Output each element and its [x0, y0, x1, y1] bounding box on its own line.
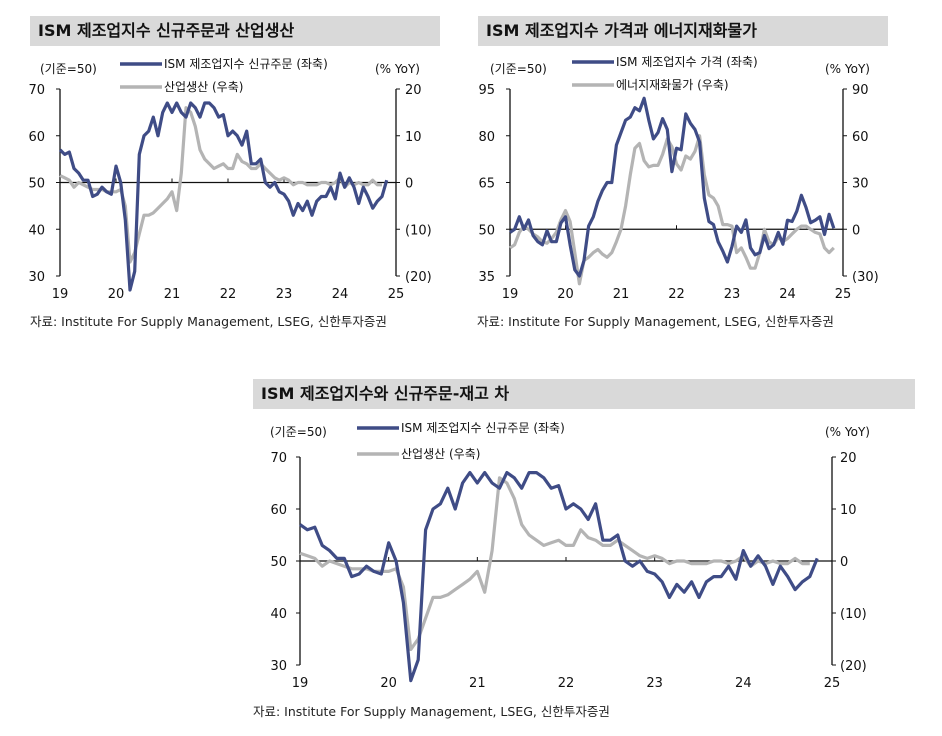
x-tick-label: 22	[220, 287, 237, 302]
left-tick-label: 40	[270, 607, 287, 622]
chart-2-title: ISM 제조업지수 가격과 에너지재화물가	[478, 16, 888, 46]
legend-label: 산업생산 (우축)	[401, 447, 480, 461]
chart-3-title: ISM 제조업지수와 신규주문-재고 차	[253, 379, 915, 409]
x-tick-label: 23	[724, 287, 741, 302]
chart-3-source: 자료: Institute For Supply Management, LSE…	[253, 704, 610, 719]
x-tick-label: 24	[332, 287, 349, 302]
left-tick-label: 70	[270, 451, 287, 466]
right-tick-label: 90	[852, 83, 869, 98]
x-tick-label: 20	[108, 287, 125, 302]
x-tick-label: 24	[779, 287, 796, 302]
x-tick-label: 21	[164, 287, 181, 302]
x-tick-label: 19	[52, 287, 69, 302]
legend-label: ISM 제조업지수 신규주문 (좌축)	[164, 57, 328, 71]
x-tick-label: 20	[380, 676, 397, 691]
x-tick-label: 23	[276, 287, 293, 302]
left-tick-label: 35	[478, 270, 495, 285]
left-tick-label: 50	[28, 177, 45, 192]
chart-1-title: ISM 제조업지수 신규주문과 산업생산	[30, 16, 440, 46]
x-tick-label: 19	[292, 676, 309, 691]
x-tick-label: 19	[502, 287, 519, 302]
left-unit-label: (기준=50)	[490, 62, 547, 76]
right-tick-label: (10)	[840, 607, 867, 622]
chart-2-source: 자료: Institute For Supply Management, LSE…	[477, 314, 834, 329]
right-tick-label: 0	[852, 223, 860, 238]
left-tick-label: 50	[478, 223, 495, 238]
left-tick-label: 65	[478, 177, 495, 192]
right-tick-label: 0	[840, 555, 848, 570]
series-line-primary	[58, 101, 389, 292]
legend-label: 에너지재화물가 (우축)	[616, 78, 729, 92]
left-tick-label: 40	[28, 223, 45, 238]
series-line-primary	[509, 96, 836, 278]
right-tick-label: 60	[852, 130, 869, 145]
series-line-secondary	[299, 476, 810, 652]
right-unit-label: (% YoY)	[825, 425, 870, 439]
right-tick-label: 20	[840, 451, 857, 466]
chart-1-source: 자료: Institute For Supply Management, LSE…	[30, 314, 387, 329]
legend-label: 산업생산 (우축)	[164, 80, 243, 94]
left-unit-label: (기준=50)	[40, 62, 97, 76]
x-tick-label: 22	[558, 676, 575, 691]
x-tick-label: 21	[469, 676, 486, 691]
x-tick-label: 23	[646, 676, 663, 691]
legend-label: ISM 제조업지수 가격 (좌축)	[616, 55, 758, 69]
left-tick-label: 30	[28, 270, 45, 285]
legend-label: ISM 제조업지수 신규주문 (좌축)	[401, 421, 565, 435]
left-tick-label: 50	[270, 555, 287, 570]
x-tick-label: 20	[557, 287, 574, 302]
right-tick-label: 10	[840, 503, 857, 518]
right-tick-label: (10)	[405, 223, 432, 238]
right-tick-label: 30	[852, 177, 869, 192]
left-tick-label: 30	[270, 659, 287, 674]
x-tick-label: 21	[613, 287, 630, 302]
right-unit-label: (% YoY)	[825, 62, 870, 76]
right-tick-label: 10	[405, 130, 422, 145]
right-tick-label: (30)	[852, 270, 879, 285]
left-tick-label: 95	[478, 83, 495, 98]
left-tick-label: 70	[28, 83, 45, 98]
series-line-secondary	[59, 106, 382, 264]
right-tick-label: (20)	[840, 659, 867, 674]
x-tick-label: 25	[835, 287, 852, 302]
right-tick-label: 0	[405, 177, 413, 192]
right-tick-label: (20)	[405, 270, 432, 285]
chart-1: 70 60 50 40 30 20 10 0 (10) (20) 19 20 21 22 23 24 25 (기준…	[28, 57, 431, 302]
chart-2: 95 80 65 50 35 90 60 30 0 (30) 19 20 21 22 23 24 25 (기준=5…	[478, 55, 878, 302]
chart-3: 70 60 50 40 30 20 10 0 (10) (20) 19 20 21 22 23 24 25 (기준…	[270, 421, 870, 691]
left-tick-label: 60	[28, 130, 45, 145]
right-unit-label: (% YoY)	[375, 62, 420, 76]
x-tick-label: 25	[824, 676, 841, 691]
left-tick-label: 80	[478, 130, 495, 145]
right-tick-label: 20	[405, 83, 422, 98]
left-tick-label: 60	[270, 503, 287, 518]
x-tick-label: 25	[388, 287, 405, 302]
left-unit-label: (기준=50)	[270, 425, 327, 439]
x-tick-label: 24	[735, 676, 752, 691]
series-line-primary	[299, 471, 819, 683]
x-tick-label: 22	[668, 287, 685, 302]
